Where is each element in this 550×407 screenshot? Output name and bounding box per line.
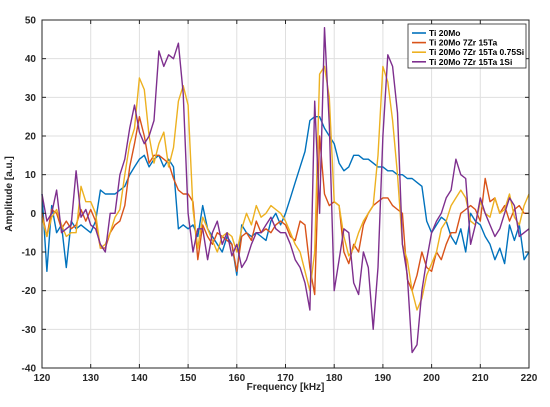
x-tick-label: 140 xyxy=(131,373,148,384)
y-axis-title: Amplitude [a.u.] xyxy=(4,156,15,232)
series-line-ti-20mo-7zr-15ta-1si xyxy=(41,27,530,354)
x-tick-label: 190 xyxy=(375,373,392,384)
legend-label-ti-20mo-7zr-15ta-1si: Ti 20Mo 7Zr 15Ta 1Si xyxy=(429,57,512,67)
x-tick-label: 130 xyxy=(82,373,99,384)
y-tick-label: -30 xyxy=(22,325,37,336)
y-tick-label: 0 xyxy=(30,209,36,220)
ticks: 120 130 140 150 160 170 180 190 200 210 220-40-30-… xyxy=(22,16,538,385)
legend-box xyxy=(407,23,527,69)
y-tick-label: 10 xyxy=(25,170,37,181)
x-axis-title: Frequency [kHz] xyxy=(247,382,325,393)
series-layer xyxy=(41,27,530,354)
x-tick-label: 150 xyxy=(180,373,197,384)
y-tick-label: 50 xyxy=(25,16,37,27)
x-tick-label: 210 xyxy=(472,373,489,384)
y-tick-label: -10 xyxy=(22,248,37,259)
x-tick-label: 200 xyxy=(423,373,440,384)
y-tick-label: -20 xyxy=(22,286,37,297)
x-tick-label: 120 xyxy=(34,373,51,384)
legend-label-ti-20mo-7zr-15ta: Ti 20Mo 7Zr 15Ta xyxy=(429,38,497,48)
y-tick-label: 30 xyxy=(25,93,37,104)
x-tick-label: 160 xyxy=(228,373,245,384)
series-line-ti-20mo-7zr-15ta-0-75si xyxy=(41,65,530,311)
y-tick-label: -40 xyxy=(22,364,37,375)
y-tick-label: 40 xyxy=(25,54,37,65)
y-tick-label: 20 xyxy=(25,132,37,143)
series-line-ti-20mo-7zr-15ta xyxy=(41,115,529,296)
legend-label-ti-20mo: Ti 20Mo xyxy=(429,28,461,38)
legend-label-ti-20mo-7zr-15ta-0-75si: Ti 20Mo 7Zr 15Ta 0.75Si xyxy=(429,47,524,57)
x-tick-label: 220 xyxy=(521,373,538,384)
x-tick-label: 170 xyxy=(277,373,294,384)
x-tick-label: 180 xyxy=(326,373,343,384)
